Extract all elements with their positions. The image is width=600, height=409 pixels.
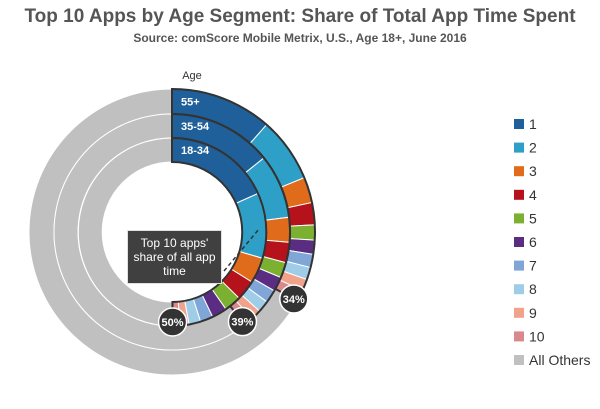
legend-label-9: 9 — [529, 305, 537, 321]
legend: 1 2 3 4 5 6 7 8 9 10 All Others — [514, 116, 590, 368]
legend-swatch-6 — [514, 237, 524, 247]
segment-55-5 — [289, 224, 316, 241]
pct-label-18-34: 50% — [162, 317, 184, 329]
chart-title: Top 10 Apps by Age Segment: Share of Tot… — [24, 6, 576, 27]
pct-badge-35-54 — [227, 306, 258, 337]
legend-swatch-3 — [514, 166, 524, 177]
legend-label-all-others: All Others — [529, 352, 590, 368]
chart-subtitle: Source: comScore Mobile Metrix, U.S., Ag… — [133, 31, 467, 45]
pct-badges: 34% 39% 50% — [157, 284, 309, 337]
legend-label-3: 3 — [529, 163, 537, 179]
legend-swatch-4 — [514, 189, 524, 200]
legend-swatch-2 — [514, 142, 524, 153]
legend-label-5: 5 — [529, 210, 537, 226]
legend-label-4: 4 — [529, 187, 537, 203]
legend-label-10: 10 — [529, 328, 545, 344]
legend-label-6: 6 — [529, 234, 537, 250]
segment-18-34-all-others — [77, 137, 174, 327]
legend-swatch-9 — [514, 307, 524, 318]
segment-35-54-3 — [264, 216, 291, 243]
legend-swatch-8 — [514, 284, 524, 295]
legend-swatch-5 — [514, 213, 524, 224]
pct-label-55: 34% — [283, 294, 305, 306]
callout-box: Top 10 apps' share of all app time — [127, 230, 222, 284]
legend-label-2: 2 — [529, 140, 537, 156]
legend-swatch-1 — [514, 119, 524, 129]
legend-swatch-7 — [514, 260, 524, 271]
rings-group — [28, 87, 316, 376]
legend-label-7: 7 — [529, 258, 537, 274]
ring-label-55: 55+ — [181, 97, 200, 109]
legend-label-8: 8 — [529, 281, 537, 297]
legend-swatch-10 — [514, 331, 524, 342]
pct-label-35-54: 39% — [231, 317, 253, 329]
pct-badge-55 — [279, 284, 309, 314]
pct-badge-18-34 — [157, 307, 188, 337]
ring-labels: 55+ 35-54 18-34 — [181, 97, 210, 158]
legend-label-1: 1 — [529, 116, 537, 132]
ring-label-18-34: 18-34 — [181, 145, 210, 157]
axis-title: Age — [182, 70, 202, 82]
ring-label-35-54: 35-54 — [181, 121, 210, 133]
callout-leader-line — [223, 228, 260, 272]
legend-swatch-all-others — [514, 355, 524, 365]
